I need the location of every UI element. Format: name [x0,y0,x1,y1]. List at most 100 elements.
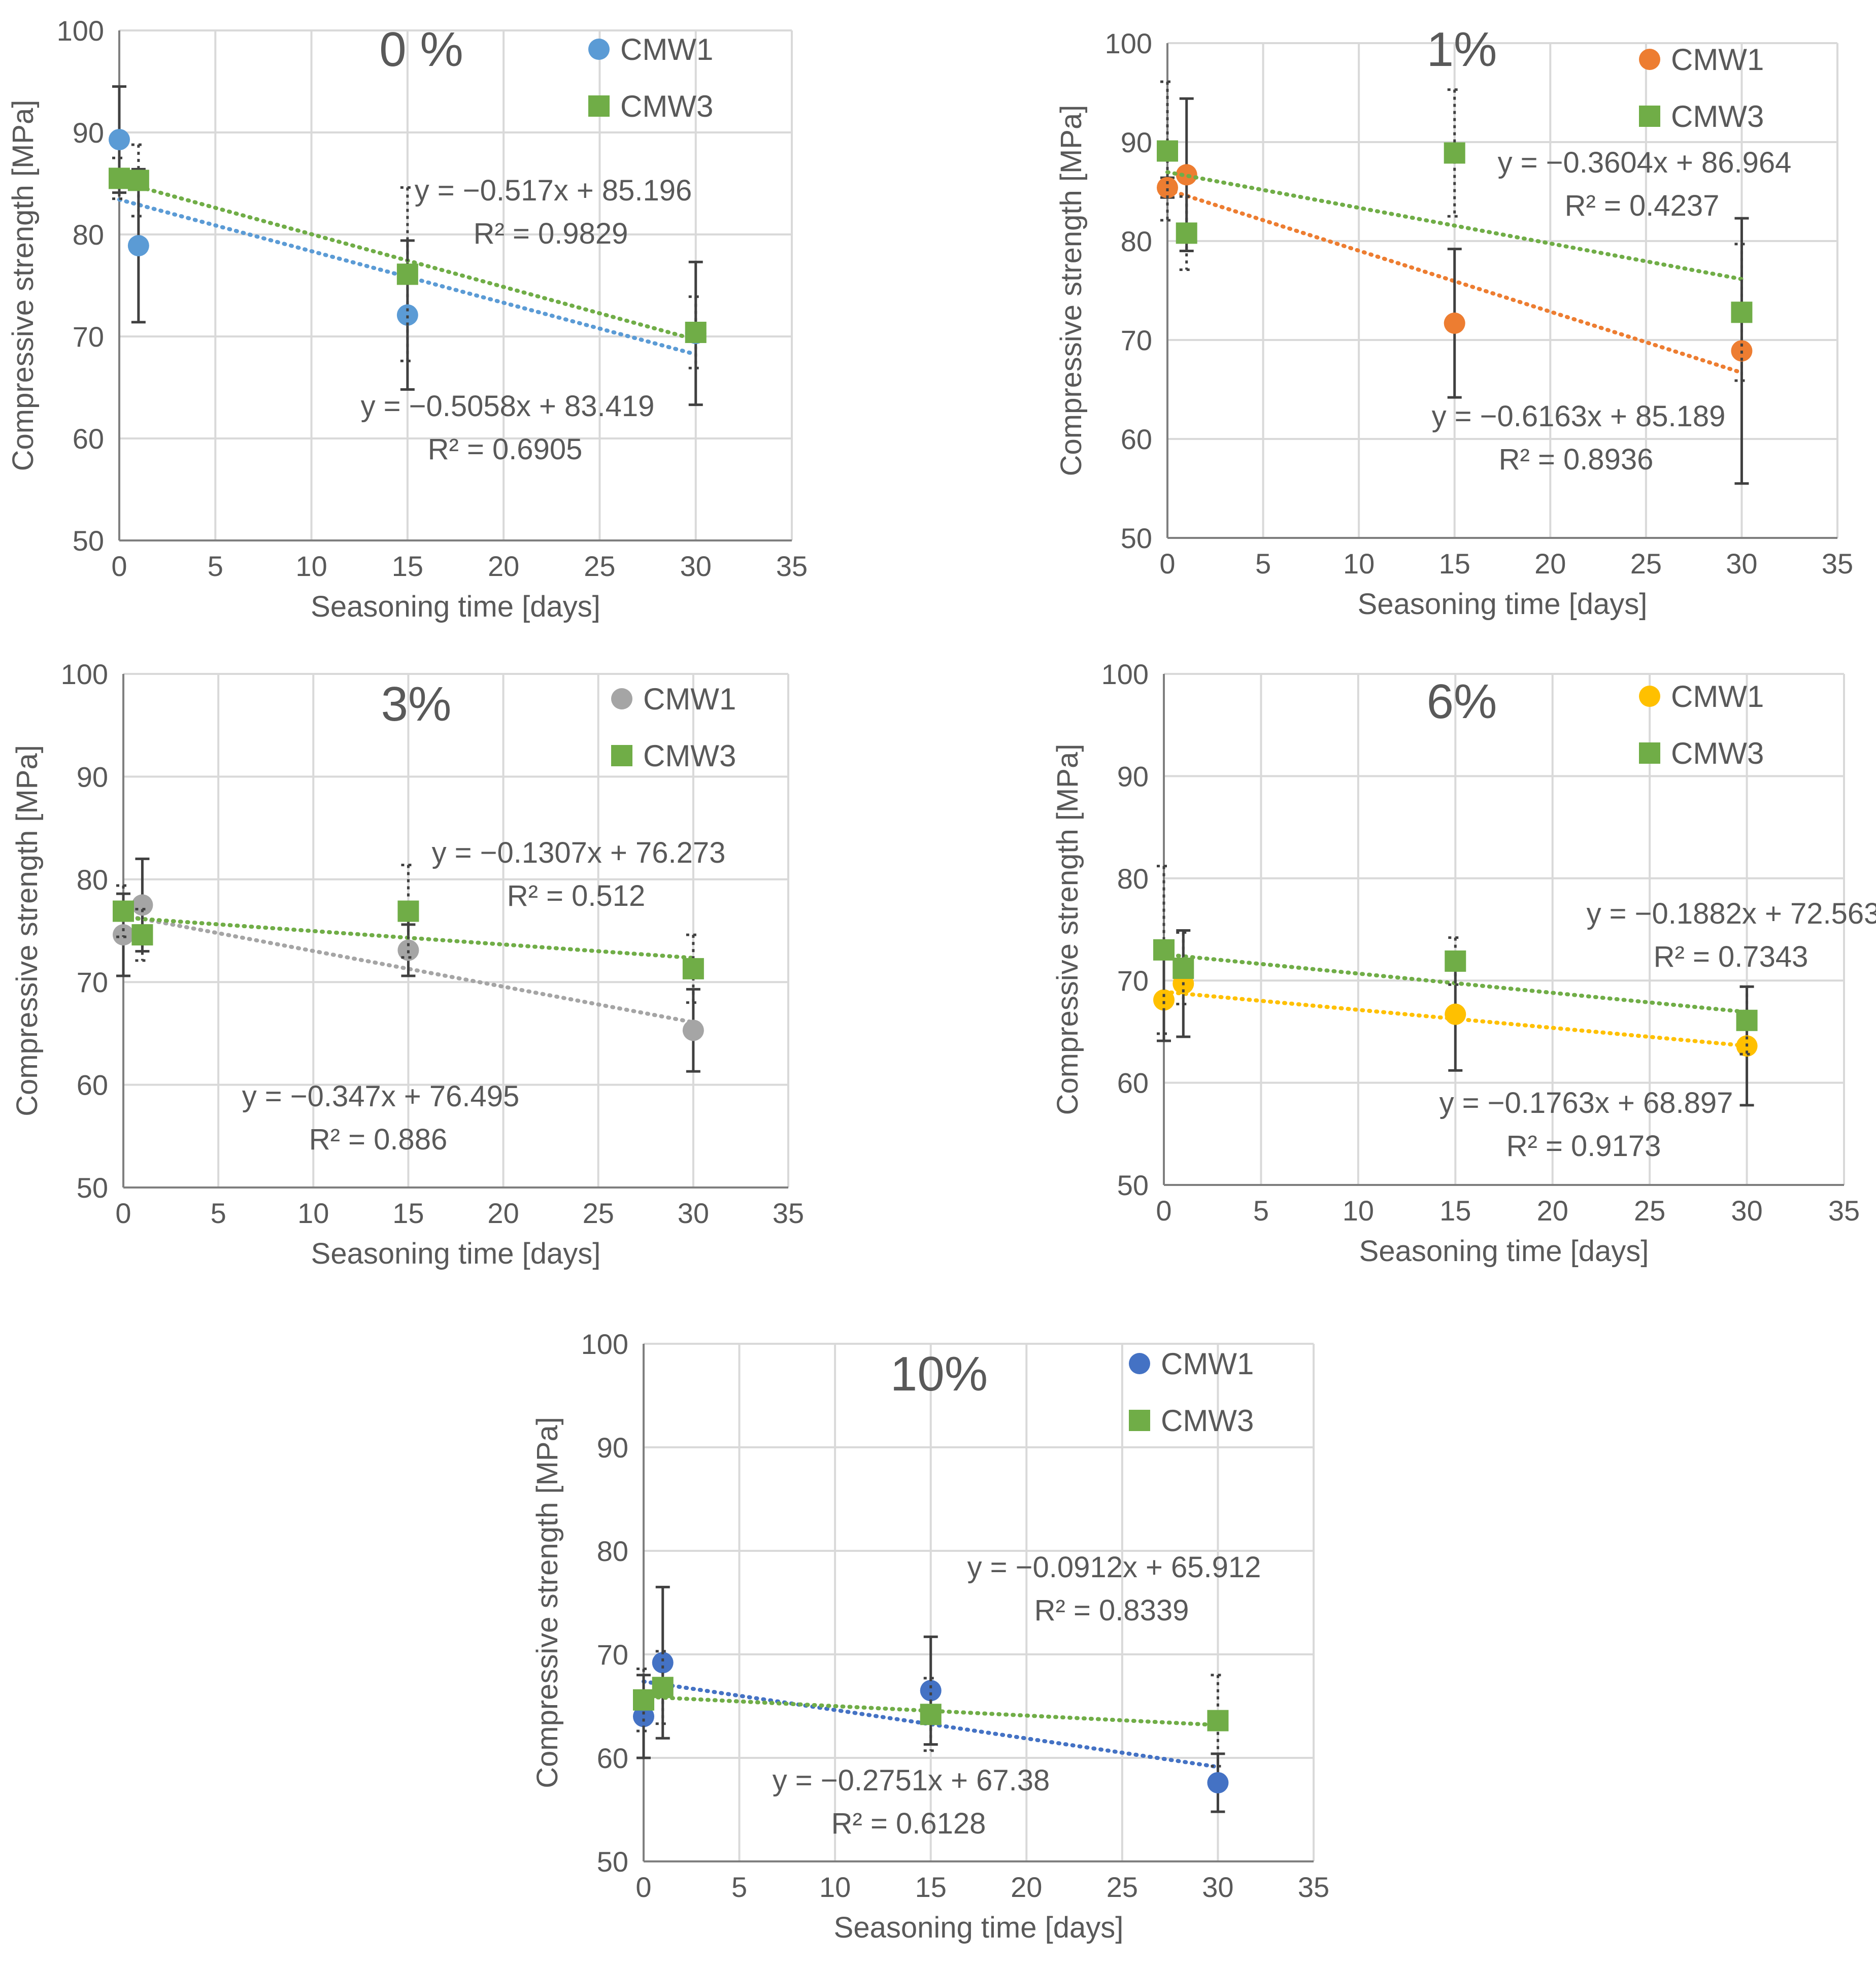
legend-label: CMW1 [643,682,736,716]
data-point [396,304,418,326]
legend-marker [611,688,632,709]
y-tick-label: 50 [73,525,104,557]
panel-title: 0 % [379,22,463,77]
data-point [127,169,149,191]
y-tick-label: 60 [1117,1067,1149,1099]
data-point [633,1689,654,1711]
x-tick-label: 10 [297,1197,329,1229]
trend-equation: y = −0.1307x + 76.273 [432,836,726,869]
trend-equation: y = −0.1882x + 72.563 [1587,897,1876,930]
y-tick-label: 70 [1121,324,1152,356]
series-CMW3: CMW3 y = −0.3604x + 86.964 R² = 0.4237 [1157,80,1792,382]
trend-equation: y = −0.1763x + 68.897 [1439,1087,1733,1119]
x-tick-label: 10 [295,550,327,582]
trend-equation: y = −0.3604x + 86.964 [1498,146,1792,179]
y-tick-label: 70 [77,966,108,998]
x-tick-label: 35 [1298,1871,1329,1903]
y-axis-title: Compressive strength [MPa] [7,100,40,471]
x-tick-label: 15 [1439,548,1470,580]
data-point [113,924,134,946]
data-point [109,129,130,151]
y-axis-title: Compressive strength [MPa] [1051,744,1084,1115]
x-tick-label: 25 [1107,1871,1138,1903]
x-tick-label: 20 [1011,1871,1042,1903]
trend-equation: y = −0.2751x + 67.38 [773,1764,1050,1797]
x-tick-label: 0 [115,1197,131,1229]
series-CMW1: CMW1 y = −0.1763x + 68.897 R² = 0.9173 [1153,680,1764,1163]
data-point [127,235,149,257]
x-axis-title: Seasoning time [days] [1359,1235,1649,1268]
data-point [682,958,704,979]
y-tick-label: 60 [1121,423,1152,455]
data-point [1445,950,1466,972]
x-tick-label: 30 [1726,548,1757,580]
y-tick-label: 100 [61,658,108,690]
legend-label: CMW1 [1671,43,1764,77]
data-point [1172,958,1194,979]
data-point [109,167,130,189]
y-axis-title: Compressive strength [MPa] [1055,105,1088,477]
trend-equation: y = −0.347x + 76.495 [242,1080,520,1113]
data-point [1207,1772,1229,1793]
x-tick-label: 5 [731,1871,747,1903]
data-point [682,1020,704,1041]
y-tick-label: 90 [1121,126,1152,158]
x-tick-label: 30 [1202,1871,1233,1903]
y-tick-label: 70 [1117,965,1149,997]
legend-marker [1129,1410,1150,1431]
x-tick-label: 35 [1822,548,1853,580]
trend-equation: y = −0.0912x + 65.912 [967,1551,1261,1584]
x-tick-label: 5 [208,550,223,582]
x-tick-label: 15 [392,1197,424,1229]
x-tick-label: 10 [819,1871,851,1903]
x-tick-label: 25 [1630,548,1662,580]
y-tick-label: 100 [1105,27,1152,59]
data-point [1157,140,1178,162]
x-axis-title: Seasoning time [days] [834,1911,1124,1944]
data-point [652,1652,674,1674]
legend-marker [1639,49,1660,70]
trend-r2: R² = 0.8339 [1034,1594,1189,1627]
x-tick-label: 35 [776,550,808,582]
data-point [397,900,419,922]
y-tick-label: 60 [597,1742,628,1774]
legend-marker [1639,106,1660,127]
x-axis-title: Seasoning time [days] [1358,588,1648,621]
data-point [1736,1009,1758,1031]
trend-r2: R² = 0.886 [309,1123,447,1156]
x-tick-label: 35 [1828,1195,1860,1227]
legend-label: CMW3 [620,89,713,123]
legend-marker [1639,686,1660,707]
trend-r2: R² = 0.6128 [831,1807,986,1840]
legend-marker [588,95,610,117]
y-tick-label: 70 [597,1639,628,1671]
panel-title: 10% [890,1347,988,1401]
series-CMW3: CMW3 y = −0.517x + 85.196 R² = 0.9829 [109,89,713,369]
y-tick-label: 80 [597,1535,628,1567]
y-tick-label: 100 [1101,658,1149,690]
y-tick-label: 70 [73,321,104,353]
x-tick-label: 5 [1253,1195,1269,1227]
data-point [1153,939,1175,961]
y-tick-label: 60 [73,423,104,455]
legend-label: CMW1 [1671,680,1764,714]
data-point [396,263,418,285]
x-tick-label: 30 [680,550,712,582]
x-tick-label: 20 [1534,548,1566,580]
data-point [1157,177,1178,198]
legend-label: CMW1 [620,32,713,66]
trend-r2: R² = 0.4237 [1565,189,1720,222]
y-tick-label: 90 [597,1432,628,1464]
x-tick-label: 30 [1731,1195,1762,1227]
data-point [652,1677,674,1699]
x-tick-label: 15 [1439,1195,1471,1227]
chart-panel-3: 0 5 10 15 20 25 30 35 50 60 70 80 90 100 Seasoning tim… [1051,658,1876,1268]
legend-marker [588,39,610,60]
data-point [1444,312,1465,334]
x-tick-label: 25 [1634,1195,1665,1227]
legend-label: CMW3 [643,739,736,773]
series-CMW3: CMW3 y = −0.0912x + 65.912 R² = 0.8339 [633,1404,1261,1768]
y-tick-label: 60 [77,1069,108,1101]
y-tick-label: 90 [73,117,104,149]
